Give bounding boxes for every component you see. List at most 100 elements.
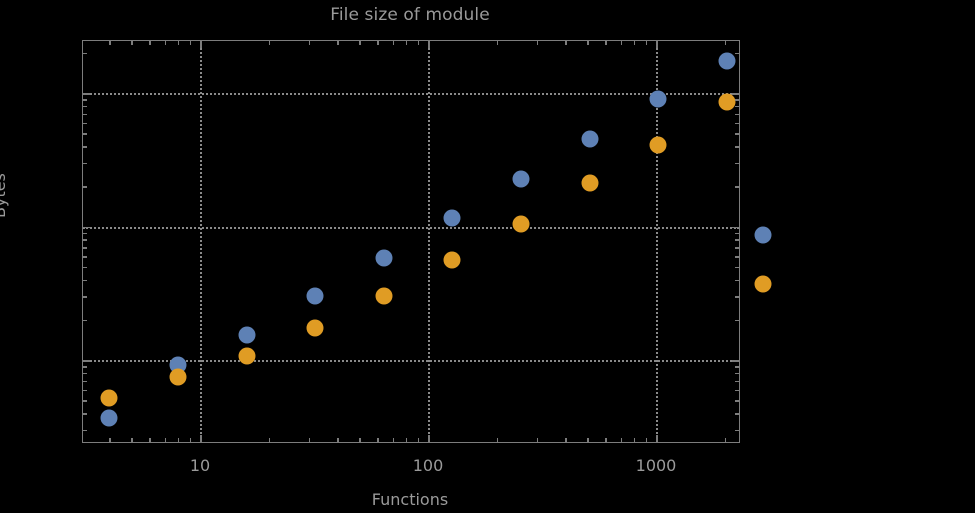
x-axis-minor-tick: [392, 438, 395, 442]
x-axis-minor-tick: [189, 438, 192, 442]
x-axis-minor-tick: [164, 41, 167, 45]
x-axis-minor-tick: [268, 438, 271, 442]
y-axis-tick: [83, 360, 90, 362]
y-axis-minor-tick: [83, 413, 87, 415]
x-axis-minor-tick: [177, 41, 180, 45]
chart-title: File size of module: [330, 5, 490, 25]
x-axis-minor-tick: [131, 438, 133, 442]
y-axis-minor-tick: [83, 122, 87, 125]
y-axis-minor-tick: [735, 113, 739, 116]
data-point-blue-series: [100, 409, 118, 427]
plot-frame: 105106107101001000: [82, 40, 772, 475]
data-point-orange-series: [443, 251, 461, 269]
y-axis-minor-tick: [735, 232, 739, 235]
y-axis-minor-tick: [83, 296, 87, 298]
y-axis-minor-tick: [83, 372, 87, 375]
y-axis-minor-tick: [83, 113, 87, 116]
x-axis-minor-tick: [645, 41, 648, 45]
y-axis-minor-tick: [735, 99, 739, 101]
gridline-vertical: [200, 41, 202, 442]
x-axis-minor-tick: [189, 41, 192, 45]
y-axis-minor-tick: [735, 279, 739, 282]
y-axis-minor-tick: [735, 266, 739, 269]
x-axis-minor-tick: [405, 41, 408, 45]
y-axis-minor-tick: [83, 256, 87, 258]
gridline-vertical: [428, 41, 430, 442]
x-axis-tick: [656, 435, 658, 442]
y-axis-minor-tick: [83, 232, 87, 235]
x-axis-minor-tick: [109, 438, 111, 442]
y-axis-minor-tick: [83, 52, 87, 55]
data-point-blue-series: [512, 170, 530, 188]
x-axis-minor-tick: [605, 438, 607, 442]
x-axis-minor-tick: [131, 41, 133, 45]
y-axis-minor-tick: [735, 372, 739, 375]
x-axis-minor-tick: [377, 438, 379, 442]
data-point-orange-series: [100, 389, 118, 407]
data-point-orange-series: [238, 347, 256, 365]
x-axis-minor-tick: [724, 438, 727, 442]
plot-area: [83, 41, 772, 442]
x-axis-minor-tick: [164, 438, 167, 442]
x-axis-minor-tick: [633, 438, 636, 442]
x-tick-label: 1000: [635, 456, 677, 475]
y-axis-minor-tick: [83, 186, 87, 188]
y-axis-minor-tick: [735, 146, 739, 148]
y-axis-minor-tick: [735, 133, 739, 135]
x-axis-minor-tick: [337, 41, 339, 45]
x-axis-minor-tick: [587, 438, 589, 442]
data-point-blue-series: [306, 287, 324, 305]
x-axis-minor-tick: [565, 41, 567, 45]
y-axis-minor-tick: [83, 133, 87, 135]
data-point-blue-series: [581, 130, 599, 148]
x-axis-minor-tick: [359, 41, 361, 45]
y-axis-minor-tick: [83, 389, 87, 392]
data-point-orange-series: [306, 319, 324, 337]
y-axis-minor-tick: [83, 247, 87, 249]
data-point-blue-series: [443, 209, 461, 227]
y-axis-tick: [83, 93, 90, 95]
y-axis-minor-tick: [735, 186, 739, 188]
gridline-horizontal: [83, 226, 739, 229]
data-point-orange-series: [718, 93, 736, 111]
y-axis-minor-tick: [735, 429, 739, 432]
data-point-orange-series: [169, 368, 187, 386]
y-axis-minor-tick: [83, 429, 87, 432]
y-axis-minor-tick: [735, 247, 739, 249]
x-axis-minor-tick: [565, 438, 567, 442]
data-point-orange-series: [581, 174, 599, 192]
y-axis-tick: [732, 93, 739, 95]
data-point-blue-series: [375, 249, 393, 267]
y-axis-tick: [732, 226, 739, 228]
y-axis-minor-tick: [735, 105, 739, 108]
x-axis-label: Functions: [371, 490, 449, 509]
x-axis-minor-tick: [496, 438, 499, 442]
y-axis-label: Bytes: [0, 173, 9, 218]
y-axis-minor-tick: [735, 296, 739, 298]
y-axis-minor-tick: [83, 380, 87, 383]
y-axis-minor-tick: [735, 52, 739, 55]
y-axis-minor-tick: [83, 239, 87, 241]
x-axis-minor-tick: [496, 41, 499, 45]
x-axis-tick: [200, 435, 202, 442]
y-axis-minor-tick: [735, 319, 739, 322]
x-axis-minor-tick: [308, 41, 311, 45]
x-axis-minor-tick: [149, 41, 151, 45]
y-axis-minor-tick: [83, 366, 87, 368]
x-axis-tick: [656, 41, 658, 48]
y-axis-minor-tick: [735, 162, 739, 165]
data-point-blue-series: [649, 90, 667, 108]
data-point-blue-series: [238, 326, 256, 344]
y-axis-minor-tick: [735, 366, 739, 368]
x-tick-label: 100: [412, 456, 444, 475]
x-axis-minor-tick: [149, 438, 151, 442]
data-point-orange-series: [754, 275, 772, 293]
y-axis-minor-tick: [735, 239, 739, 241]
x-axis-minor-tick: [620, 41, 623, 45]
y-axis-minor-tick: [83, 279, 87, 282]
x-axis-minor-tick: [417, 41, 420, 45]
y-axis-tick: [732, 360, 739, 362]
x-axis-minor-tick: [633, 41, 636, 45]
y-axis-minor-tick: [735, 256, 739, 258]
